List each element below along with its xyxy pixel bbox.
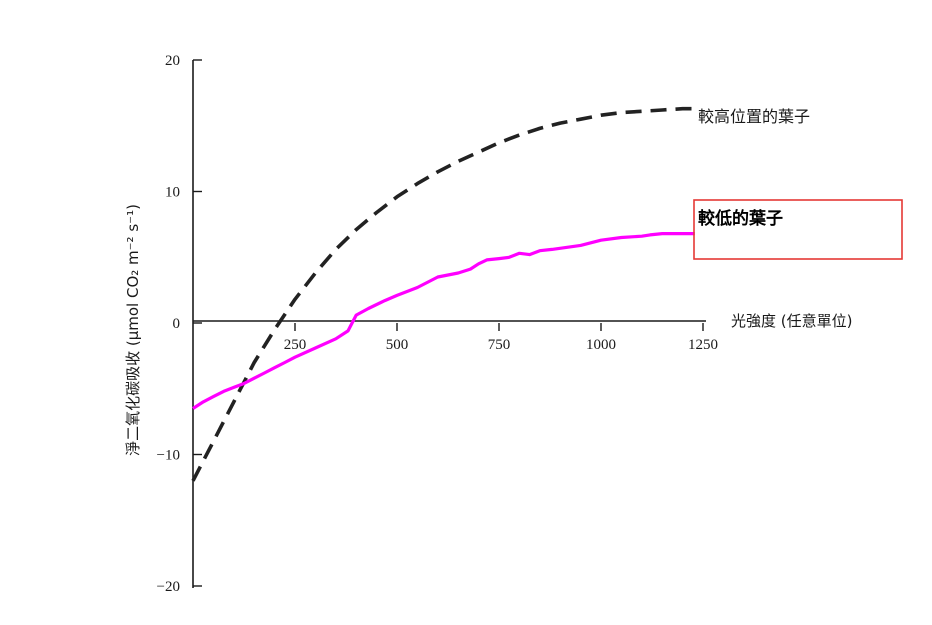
y-tick-label: 20 <box>165 53 180 69</box>
y-ticks-group: 20 10 0 −10 −20 <box>157 53 202 595</box>
x-tick-label: 500 <box>386 337 409 353</box>
series-lines-group <box>191 106 695 482</box>
x-tick-label: 1000 <box>586 337 616 353</box>
x-axis-title: 光強度 (任意單位) <box>731 312 852 330</box>
y-axis-title: 淨二氧化碳吸收 (μmol CO₂ m⁻² s⁻¹) <box>124 204 142 456</box>
series-label-upper-leaves: 較高位置的葉子 <box>698 107 810 126</box>
y-tick-label: 10 <box>165 185 180 201</box>
axes-group <box>192 60 706 588</box>
x-tick-label: 750 <box>488 337 511 353</box>
y-tick-label: −10 <box>157 448 180 464</box>
lower-leaves-highlight-box <box>693 199 903 260</box>
series-label-lower-leaves: 較低的葉子 <box>698 208 783 229</box>
y-tick-label: −20 <box>157 579 180 595</box>
x-ticks-group: 250 500 750 1000 1250 <box>284 323 718 353</box>
y-tick-label: 0 <box>173 316 181 332</box>
series-line-upper-leaves <box>191 106 695 482</box>
x-tick-label: 1250 <box>688 337 718 353</box>
x-tick-label: 250 <box>284 337 307 353</box>
series-line-lower-leaves <box>192 232 695 410</box>
